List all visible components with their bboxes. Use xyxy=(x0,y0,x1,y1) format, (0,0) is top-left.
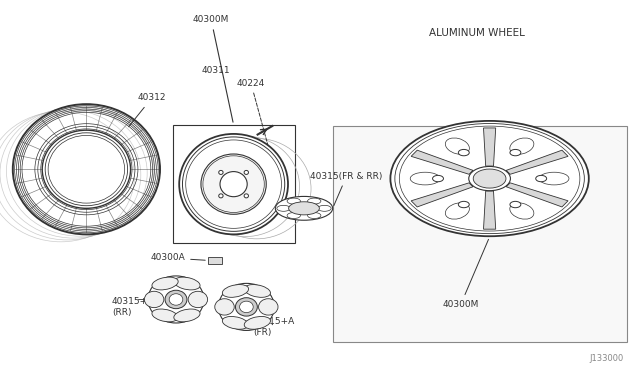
Polygon shape xyxy=(483,191,496,229)
Ellipse shape xyxy=(445,138,469,154)
Polygon shape xyxy=(506,183,568,207)
Text: 40300M: 40300M xyxy=(193,15,233,122)
Text: 40312: 40312 xyxy=(129,93,166,127)
Ellipse shape xyxy=(148,276,204,323)
Ellipse shape xyxy=(201,154,266,214)
Text: 40224: 40224 xyxy=(237,78,271,156)
Ellipse shape xyxy=(318,205,331,211)
Ellipse shape xyxy=(244,317,271,329)
Circle shape xyxy=(473,169,506,188)
Ellipse shape xyxy=(174,309,200,322)
Circle shape xyxy=(458,150,469,156)
Bar xyxy=(208,257,222,264)
Ellipse shape xyxy=(510,138,534,154)
Text: 40300A: 40300A xyxy=(150,253,205,262)
Circle shape xyxy=(536,175,547,182)
Text: 40311: 40311 xyxy=(202,66,230,75)
Ellipse shape xyxy=(236,298,257,316)
Text: 40300M: 40300M xyxy=(443,239,488,309)
Ellipse shape xyxy=(277,205,290,211)
Ellipse shape xyxy=(222,285,248,297)
Ellipse shape xyxy=(275,196,333,220)
Ellipse shape xyxy=(244,170,248,174)
Ellipse shape xyxy=(244,285,271,297)
Polygon shape xyxy=(411,150,473,174)
Circle shape xyxy=(458,201,469,208)
Ellipse shape xyxy=(145,291,164,308)
Ellipse shape xyxy=(287,198,300,204)
Ellipse shape xyxy=(308,212,321,218)
Ellipse shape xyxy=(287,212,300,218)
Ellipse shape xyxy=(179,134,288,234)
Ellipse shape xyxy=(445,203,469,219)
Circle shape xyxy=(468,166,511,191)
Ellipse shape xyxy=(152,277,178,290)
Text: ALUMINUM WHEEL: ALUMINUM WHEEL xyxy=(429,29,525,38)
Polygon shape xyxy=(411,183,473,207)
Ellipse shape xyxy=(174,277,200,290)
Ellipse shape xyxy=(219,170,223,174)
Ellipse shape xyxy=(219,194,223,198)
Text: 40315+A
(FR): 40315+A (FR) xyxy=(253,317,295,337)
Ellipse shape xyxy=(222,317,248,329)
Circle shape xyxy=(510,201,521,208)
Ellipse shape xyxy=(308,198,321,204)
Circle shape xyxy=(433,175,444,182)
Polygon shape xyxy=(483,128,496,166)
Ellipse shape xyxy=(244,194,248,198)
Ellipse shape xyxy=(289,202,319,215)
Ellipse shape xyxy=(169,294,183,305)
Ellipse shape xyxy=(188,291,207,308)
Circle shape xyxy=(390,121,589,236)
Ellipse shape xyxy=(42,130,131,208)
Ellipse shape xyxy=(220,171,247,197)
Ellipse shape xyxy=(215,299,234,315)
Ellipse shape xyxy=(259,299,278,315)
Ellipse shape xyxy=(165,290,187,309)
Text: J133000: J133000 xyxy=(589,354,624,363)
Circle shape xyxy=(510,150,521,156)
Bar xyxy=(333,126,627,342)
Polygon shape xyxy=(506,150,568,174)
Ellipse shape xyxy=(540,172,569,185)
Text: 40315(FR & RR): 40315(FR & RR) xyxy=(310,171,383,206)
Ellipse shape xyxy=(510,203,534,219)
Ellipse shape xyxy=(218,283,275,330)
Ellipse shape xyxy=(152,309,178,322)
Text: 40315+B
(RR): 40315+B (RR) xyxy=(112,297,154,317)
Bar xyxy=(173,125,294,243)
Ellipse shape xyxy=(410,172,440,185)
Ellipse shape xyxy=(239,301,253,312)
